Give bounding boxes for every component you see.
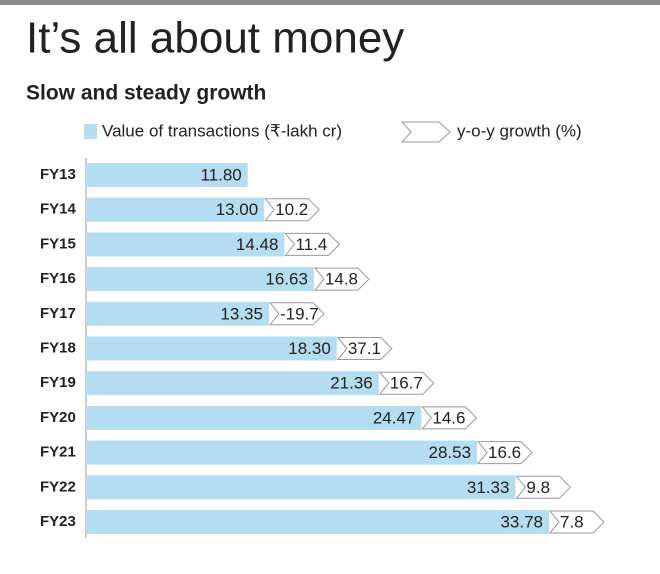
growth-label: 37.1 xyxy=(348,339,381,358)
growth-label: -19.7 xyxy=(280,304,319,323)
value-label: 21.36 xyxy=(330,374,373,393)
value-label: 31.33 xyxy=(467,478,510,497)
legend-label: Value of transactions (₹-lakh cr) xyxy=(102,121,342,140)
y-tick-label: FY13 xyxy=(40,166,76,183)
value-label: 13.00 xyxy=(216,200,259,219)
bar xyxy=(86,267,314,292)
value-label: 14.48 xyxy=(236,235,279,254)
y-tick-label: FY14 xyxy=(40,201,77,218)
growth-label: 11.4 xyxy=(295,235,327,254)
y-tick-label: FY16 xyxy=(40,270,76,287)
growth-label: 7.8 xyxy=(560,512,584,531)
bar xyxy=(86,197,265,222)
value-label: 13.35 xyxy=(220,304,263,323)
bar xyxy=(86,232,285,257)
legend-swatch xyxy=(84,124,97,139)
growth-arrow xyxy=(264,198,320,222)
growth-label: 16.7 xyxy=(390,374,423,393)
growth-arrow xyxy=(268,302,325,326)
legend-swatch xyxy=(400,121,451,143)
growth-arrow xyxy=(421,406,478,430)
growth-arrow xyxy=(476,441,533,465)
growth-label: 9.8 xyxy=(526,478,550,497)
bar xyxy=(86,475,516,500)
value-label: 11.80 xyxy=(200,165,241,184)
growth-arrow xyxy=(378,371,435,395)
chart-title: It’s all about money xyxy=(26,14,404,63)
growth-label: 14.6 xyxy=(432,408,465,427)
value-label: 18.30 xyxy=(288,339,331,358)
growth-arrow xyxy=(313,267,370,291)
value-label: 16.63 xyxy=(265,270,308,289)
y-tick-label: FY21 xyxy=(40,444,76,461)
y-tick-label: FY20 xyxy=(40,409,76,426)
growth-arrow xyxy=(515,475,572,499)
y-tick-label: FY15 xyxy=(40,235,76,252)
y-tick-label: FY22 xyxy=(40,478,76,495)
legend-label: y-o-y growth (%) xyxy=(457,121,582,140)
bar xyxy=(86,371,379,396)
value-label: 28.53 xyxy=(428,443,471,462)
bar xyxy=(86,301,269,326)
growth-arrow xyxy=(284,232,341,256)
growth-label: 10.2 xyxy=(275,200,308,219)
bar xyxy=(86,336,337,361)
value-label: 24.47 xyxy=(373,408,416,427)
growth-arrow xyxy=(336,337,393,360)
growth-label: 14.8 xyxy=(325,270,358,289)
bar xyxy=(86,163,248,187)
y-tick-label: FY19 xyxy=(40,374,76,391)
top-rule xyxy=(0,0,660,5)
bar xyxy=(86,440,478,465)
y-tick-label: FY17 xyxy=(40,305,76,322)
bar xyxy=(86,405,422,430)
y-tick-label: FY23 xyxy=(40,513,76,530)
growth-arrow xyxy=(548,510,605,534)
value-label: 33.78 xyxy=(500,512,543,531)
growth-label: 16.6 xyxy=(488,443,521,462)
y-tick-label: FY18 xyxy=(40,339,76,356)
chart-subtitle: Slow and steady growth xyxy=(26,82,266,105)
bar xyxy=(86,510,549,534)
